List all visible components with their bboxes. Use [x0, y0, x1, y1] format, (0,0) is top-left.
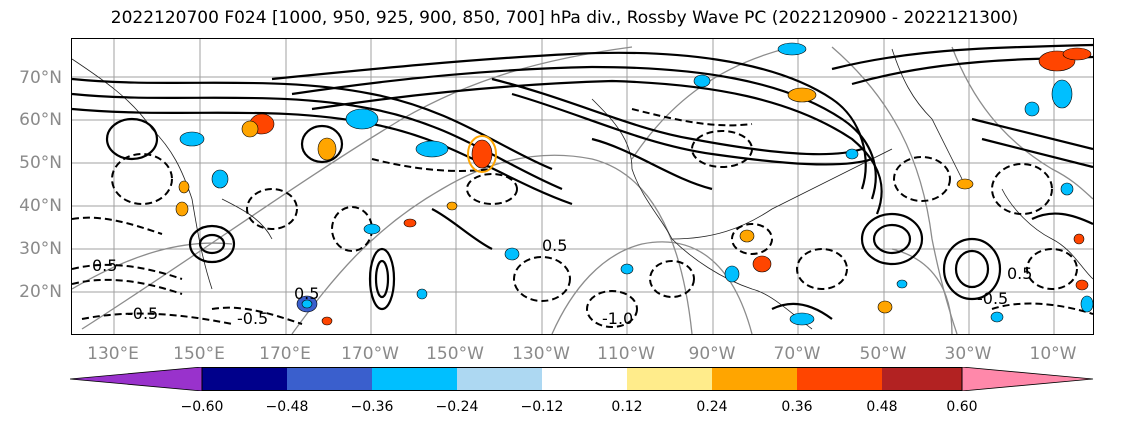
negative-contours: [72, 108, 1093, 328]
lon-label: 110°W: [597, 344, 655, 364]
contour-label: -0.5: [977, 289, 1008, 308]
contour-label: 0.5: [1007, 264, 1032, 283]
lon-label: 170°E: [259, 344, 311, 364]
lon-label: 50°W: [859, 344, 907, 364]
contour-label: 0.5: [92, 256, 117, 275]
colorbar-segment: [372, 367, 457, 391]
lon-label: 70°W: [773, 344, 821, 364]
contour-label: -0.5: [237, 309, 268, 328]
lon-label: 90°W: [688, 344, 736, 364]
colorbar-tick-label: 0.24: [696, 399, 728, 415]
lat-label: 70°N: [19, 68, 62, 88]
lat-label: 50°N: [19, 153, 62, 173]
lon-label: 130°W: [512, 344, 570, 364]
contour-label: -1.0: [602, 309, 633, 328]
colorbar-segment: [202, 367, 287, 391]
colorbar-extend-high: [961, 367, 1094, 391]
lon-label: 150°W: [426, 344, 484, 364]
contour-label-group: 0.5 -0.5 0.5 -0.5 -1.0 0.5 -0.5 0.5: [92, 236, 1032, 328]
lon-label: 150°E: [173, 344, 225, 364]
divergence-shading: [175, 42, 1093, 326]
colorbar-segment: [627, 367, 712, 391]
colorbar-tick-label: 0.36: [781, 399, 813, 415]
colorbar-tick-label: 0.48: [866, 399, 898, 415]
lat-label: 20°N: [19, 282, 62, 302]
contour-label: 0.5: [542, 236, 567, 255]
map-panel: 0.5 -0.5 0.5 -0.5 -1.0 0.5 -0.5 0.5: [71, 38, 1094, 335]
colorbar-tick-label: −0.24: [435, 399, 479, 415]
rossby-wave-paths: [72, 46, 1093, 334]
colorbar: [70, 367, 1094, 391]
lon-label: 10°W: [1029, 344, 1077, 364]
colorbar-segment: [797, 367, 882, 391]
lat-label: 40°N: [19, 196, 62, 216]
colorbar-segment: [457, 367, 542, 391]
colorbar-tick-label: 0.60: [946, 399, 978, 415]
colorbar-tick-label: −0.12: [520, 399, 564, 415]
lon-label: 170°W: [341, 344, 399, 364]
colorbar-segment: [287, 367, 372, 391]
lon-label: 130°E: [87, 344, 139, 364]
lon-label: 30°W: [944, 344, 992, 364]
colorbar-frame: [201, 367, 963, 391]
colorbar-segment: [882, 367, 962, 391]
colorbar-tick-label: −0.36: [350, 399, 394, 415]
lat-label: 60°N: [19, 110, 62, 130]
map-title: 2022120700 F024 [1000, 950, 925, 900, 85…: [110, 8, 1019, 28]
colorbar-tick-label: 0.12: [611, 399, 643, 415]
colorbar-tick-label: −0.60: [180, 399, 224, 415]
map-canvas: 0.5 -0.5 0.5 -0.5 -1.0 0.5 -0.5 0.5: [72, 39, 1093, 334]
lat-label: 30°N: [19, 239, 62, 259]
colorbar-segment: [712, 367, 797, 391]
positive-contours: [72, 43, 1093, 320]
contour-label: -0.5: [127, 304, 158, 323]
colorbar-segment: [542, 367, 627, 391]
coastlines: [72, 48, 1093, 330]
colorbar-tick-label: −0.48: [265, 399, 309, 415]
colorbar-extend-low: [70, 367, 203, 391]
contour-label: 0.5: [294, 284, 319, 303]
